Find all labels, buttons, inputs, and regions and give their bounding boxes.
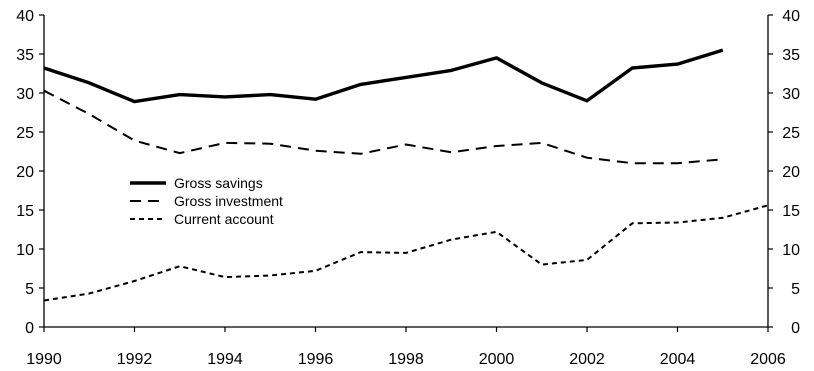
x-tick-label: 2002 xyxy=(569,351,605,368)
x-tick-label: 1992 xyxy=(117,351,153,368)
x-tick-label: 2000 xyxy=(479,351,515,368)
y-tick-label-left: 20 xyxy=(16,164,34,181)
x-tick-label: 1998 xyxy=(388,351,424,368)
legend-label-gross-investment: Gross investment xyxy=(174,193,283,209)
y-tick-label-left: 40 xyxy=(16,8,34,25)
series-line-gross-investment xyxy=(43,89,723,165)
x-tick-label: 1996 xyxy=(298,351,334,368)
y-tick-label-right: 5 xyxy=(791,281,800,298)
y-tick-label-right: 10 xyxy=(782,242,800,259)
y-tick-label-right: 15 xyxy=(782,203,800,220)
y-tick-label-left: 30 xyxy=(16,86,34,103)
y-tick-label-left: 0 xyxy=(25,320,34,337)
y-tick-label-left: 15 xyxy=(16,203,34,220)
series-lines xyxy=(43,48,769,302)
y-tick-label-left: 25 xyxy=(16,125,34,142)
y-axis-right-ticks: 0 5 10 15 20 25 30 35 40 xyxy=(768,8,800,337)
y-tick-label-left: 10 xyxy=(16,242,34,259)
y-axis-left-ticks: 0 5 10 15 20 25 30 35 40 xyxy=(16,8,44,337)
y-tick-label-right: 20 xyxy=(782,164,800,181)
x-tick-label: 1994 xyxy=(207,351,243,368)
x-axis-ticks: 1990 1992 1994 1996 1998 2000 2002 2004 2006 xyxy=(26,327,786,368)
x-tick-label: 2004 xyxy=(660,351,696,368)
series-line-gross-savings xyxy=(43,48,724,104)
y-tick-label-right: 30 xyxy=(782,86,800,103)
x-tick-label: 2006 xyxy=(750,351,786,368)
y-tick-label-left: 5 xyxy=(25,281,34,298)
series-line-current-account xyxy=(43,204,769,302)
y-tick-label-right: 35 xyxy=(782,47,800,64)
legend-label-gross-savings: Gross savings xyxy=(174,175,263,191)
y-tick-label-right: 25 xyxy=(782,125,800,142)
x-tick-label: 1990 xyxy=(26,351,62,368)
legend: Gross savings Gross investment Current acc… xyxy=(130,175,283,227)
y-tick-label-left: 35 xyxy=(16,47,34,64)
chart-axes xyxy=(43,15,769,328)
y-tick-label-right: 0 xyxy=(791,320,800,337)
y-tick-label-right: 40 xyxy=(782,8,800,25)
legend-label-current-account: Current account xyxy=(174,211,274,227)
